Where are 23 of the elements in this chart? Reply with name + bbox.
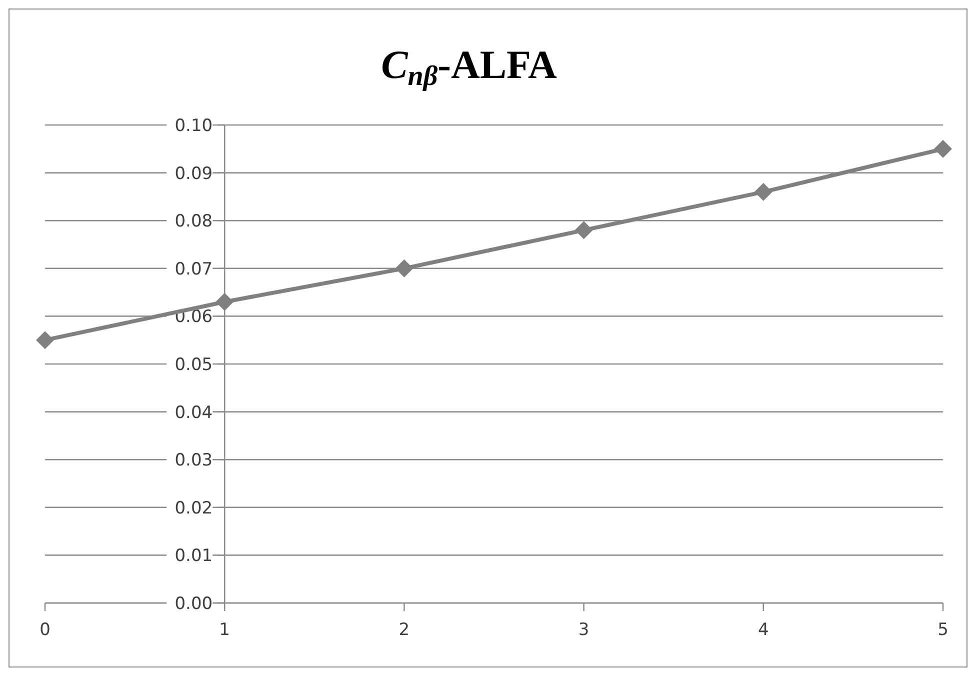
y-tick-label: 0.04 (174, 402, 213, 423)
y-tick-label: 0.09 (174, 164, 213, 184)
chart-title: C$_{nβ}$-ALFA (381, 42, 558, 92)
y-tick-label: 0.07 (174, 259, 213, 280)
point (395, 259, 414, 278)
x-tick-label: 0 (40, 620, 50, 640)
point (934, 140, 952, 158)
point (36, 331, 54, 350)
y-tick-label: 0.00 (174, 594, 213, 614)
x-tick-label: 3 (578, 620, 590, 640)
point (216, 292, 234, 311)
y-tick-label: 0.08 (174, 212, 213, 232)
y-tick-label: 0.01 (174, 546, 213, 566)
y-tick-label: 0.05 (174, 354, 213, 375)
point (754, 182, 772, 201)
x-tick-label: 4 (758, 620, 769, 640)
x-tick-label: 5 (938, 620, 948, 640)
point (574, 221, 593, 240)
y-tick-label: 0.03 (174, 450, 213, 471)
x-tick-label: 2 (398, 620, 410, 640)
y-tick-label: 0.02 (174, 498, 213, 518)
y-tick-label: 0.10 (174, 116, 213, 136)
x-tick-label: 1 (219, 620, 230, 640)
